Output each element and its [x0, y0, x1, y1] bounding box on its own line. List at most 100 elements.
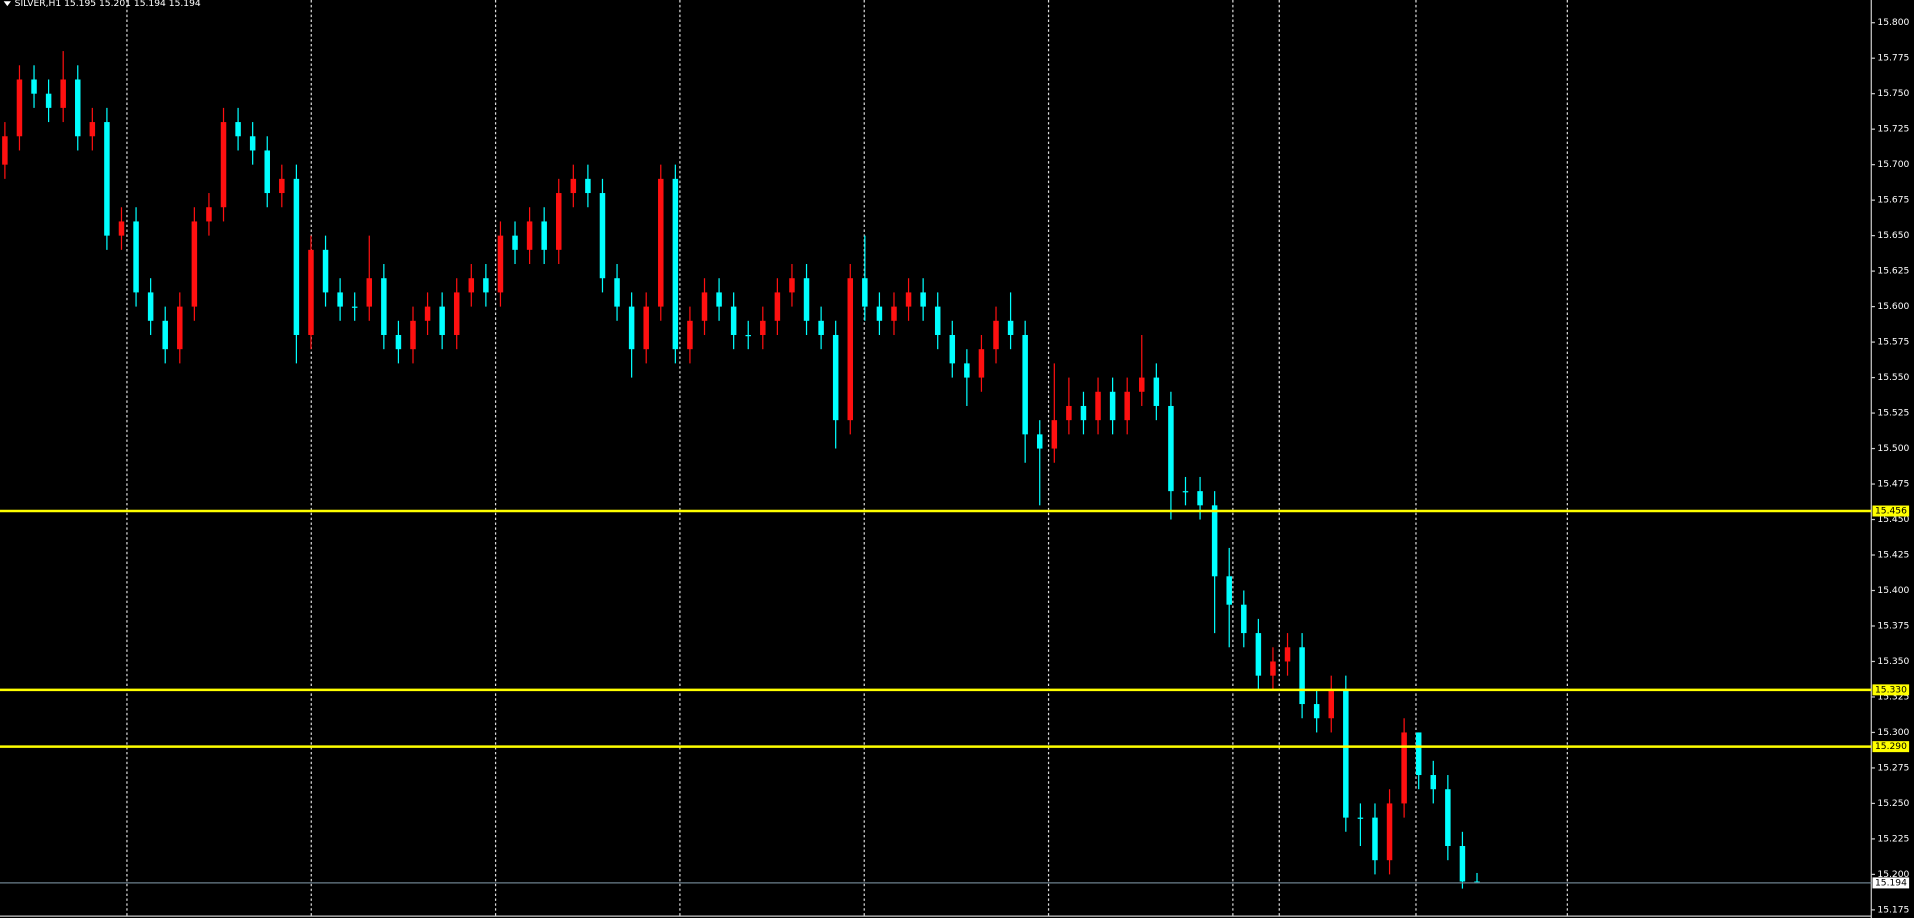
- candle-body: [322, 249, 329, 293]
- level-label: 15.456: [1875, 507, 1907, 517]
- candle-body: [891, 306, 897, 321]
- candle-body: [760, 320, 766, 335]
- candle-body: [104, 122, 110, 236]
- candle-body: [701, 292, 708, 321]
- candle-body: [1284, 647, 1291, 662]
- candle-body: [1459, 846, 1466, 882]
- candle-body: [1299, 647, 1305, 705]
- candle-body: [556, 193, 562, 250]
- candle-body: [293, 178, 300, 335]
- candle-body: [206, 207, 212, 222]
- candle-body: [993, 320, 999, 350]
- y-tick-label: 15.400: [1877, 586, 1909, 596]
- candle-body: [1313, 704, 1320, 719]
- candle-body: [1109, 391, 1116, 421]
- candle-body: [1343, 689, 1349, 818]
- candle-body: [876, 306, 883, 321]
- candle-body: [1124, 391, 1130, 421]
- candle-body: [905, 292, 912, 307]
- candle-body: [1139, 377, 1145, 392]
- candle-body: [366, 278, 373, 307]
- y-tick-label: 15.700: [1877, 160, 1909, 170]
- candle-body: [1153, 377, 1160, 406]
- candle-body: [978, 349, 985, 378]
- candle-body: [235, 122, 241, 137]
- level-label: 15.290: [1875, 742, 1907, 752]
- candle-body: [453, 292, 460, 335]
- candle-body: [45, 93, 52, 108]
- candle-body: [191, 221, 198, 307]
- y-tick-label: 15.475: [1877, 480, 1909, 490]
- candle-body: [1357, 817, 1364, 819]
- candle-body: [920, 292, 926, 307]
- candle-body: [264, 150, 270, 194]
- candle-body: [381, 278, 387, 335]
- current-price-box: [1872, 877, 1910, 889]
- y-tick-label: 15.550: [1877, 373, 1909, 383]
- candle-body: [818, 320, 824, 335]
- candle-body: [1270, 661, 1276, 676]
- y-tick-label: 15.450: [1877, 515, 1909, 525]
- candle-body: [395, 334, 402, 350]
- candle-body: [177, 306, 183, 350]
- candle-body: [832, 334, 839, 421]
- y-tick-label: 15.175: [1877, 905, 1909, 915]
- candle-body: [118, 221, 125, 236]
- candle-body: [75, 79, 81, 137]
- candle-body: [512, 235, 518, 250]
- y-tick-label: 15.225: [1877, 834, 1909, 844]
- candle-body: [716, 292, 722, 307]
- candle-body: [1080, 405, 1087, 421]
- candle-body: [249, 136, 256, 151]
- y-tick-label: 15.675: [1877, 196, 1909, 206]
- menu-arrow: [3, 1, 11, 7]
- candle-body: [1415, 732, 1422, 776]
- candle-body: [1328, 689, 1334, 719]
- candle-body: [2, 136, 8, 165]
- candle-body: [439, 306, 445, 335]
- candle-body: [1430, 775, 1437, 790]
- candle-body: [133, 221, 139, 293]
- level-label: 15.330: [1875, 685, 1907, 695]
- candle-body: [147, 292, 154, 321]
- candle-body: [31, 79, 37, 94]
- y-tick-label: 15.575: [1877, 338, 1909, 348]
- candle-body: [483, 278, 489, 293]
- candle-body: [599, 193, 606, 279]
- candle-body: [410, 320, 416, 350]
- candle-body: [220, 122, 227, 208]
- candle-body: [687, 320, 693, 350]
- y-tick-label: 15.625: [1877, 267, 1909, 277]
- candle-body: [308, 249, 314, 335]
- y-tick-label: 15.525: [1877, 409, 1909, 419]
- candle-body: [1372, 817, 1378, 861]
- y-tick-label: 15.600: [1877, 302, 1909, 312]
- candle-body: [862, 278, 868, 307]
- candle-body: [1386, 803, 1393, 861]
- candle-body: [541, 221, 547, 250]
- current-price-label: 15.194: [1875, 878, 1907, 888]
- y-tick-label: 15.425: [1877, 551, 1909, 561]
- candle-body: [1007, 320, 1014, 335]
- y-tick-label: 15.500: [1877, 444, 1909, 454]
- y-tick-label: 15.250: [1877, 799, 1909, 809]
- y-tick-label: 15.800: [1877, 18, 1909, 28]
- candle-body: [16, 79, 23, 137]
- level-label-box: [1872, 741, 1910, 753]
- y-tick-label: 15.275: [1877, 763, 1909, 773]
- candle-body: [643, 306, 649, 350]
- candle-body: [1022, 334, 1028, 435]
- candle-body: [614, 278, 620, 307]
- candle-body: [351, 306, 358, 308]
- y-tick-label: 15.750: [1877, 89, 1909, 99]
- candle-body: [1226, 576, 1232, 605]
- candle-body: [1168, 405, 1174, 492]
- candle-body: [570, 178, 577, 194]
- y-tick-label: 15.725: [1877, 125, 1909, 135]
- candle-body: [585, 178, 591, 194]
- candle-body: [337, 292, 343, 307]
- candle-body: [1255, 633, 1262, 676]
